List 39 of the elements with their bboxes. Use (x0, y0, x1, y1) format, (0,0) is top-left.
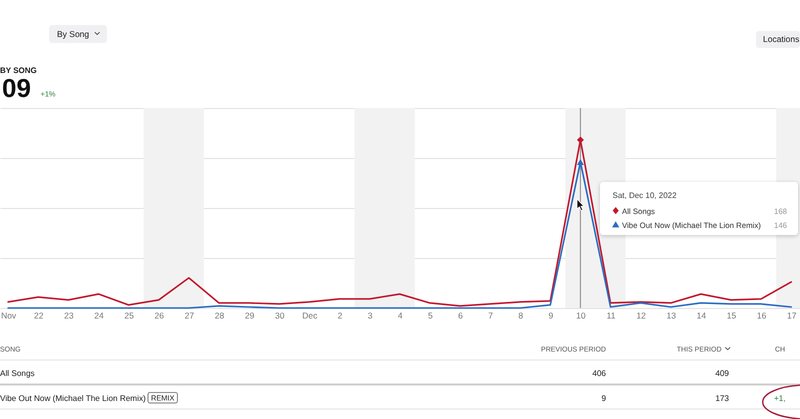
x-tick-label: 12 (636, 310, 646, 320)
x-tick-label: 24 (94, 310, 104, 320)
x-tick-label: 23 (64, 310, 74, 320)
x-tick-label: Dec (302, 310, 318, 320)
text: Vibe Out Now (Michael The Lion Remix) (0, 394, 146, 403)
x-tick-label: 4 (398, 310, 403, 320)
x-tick-label: 3 (368, 310, 373, 320)
x-tick-label: 5 (428, 310, 433, 320)
button: Locations (756, 31, 800, 48)
chart-title: BY SONG (0, 66, 37, 75)
x-tick-label: 6 (458, 310, 464, 320)
x-tick-label: 13 (666, 310, 676, 320)
x-tick-label: Nov (1, 310, 17, 320)
text: 09 (2, 73, 31, 103)
x-tick-label: 9 (548, 310, 554, 320)
x-tick-label: 28 (214, 310, 224, 320)
x-tick-label: 27 (184, 310, 194, 320)
x-tick-label: 22 (34, 310, 44, 320)
x-tick-label: 29 (244, 310, 255, 320)
text: 409 (715, 369, 730, 378)
text: 406 (592, 369, 606, 378)
x-tick-label: 10 (576, 310, 586, 320)
x-tick-label: 2 (338, 310, 343, 320)
x-tick-label: 7 (488, 310, 494, 320)
dropdown: By Song (49, 25, 107, 43)
x-tick-label: 16 (756, 310, 767, 320)
text: 173 (715, 394, 730, 403)
x-tick-label: 11 (606, 310, 616, 320)
x-tick-label: 30 (274, 310, 285, 320)
legend-title: Sat, Dec 10, 2022 (612, 191, 678, 200)
x-tick-label: 26 (154, 310, 164, 320)
x-tick-label: 15 (726, 310, 737, 320)
x-tick-label: 25 (124, 310, 134, 320)
x-tick-label: 14 (696, 310, 706, 320)
text: All Songs (0, 369, 35, 378)
text: 9 (601, 394, 606, 403)
x-tick-label: 17 (787, 310, 797, 320)
x-tick-label: 8 (518, 310, 524, 320)
text: +1, (774, 394, 786, 403)
